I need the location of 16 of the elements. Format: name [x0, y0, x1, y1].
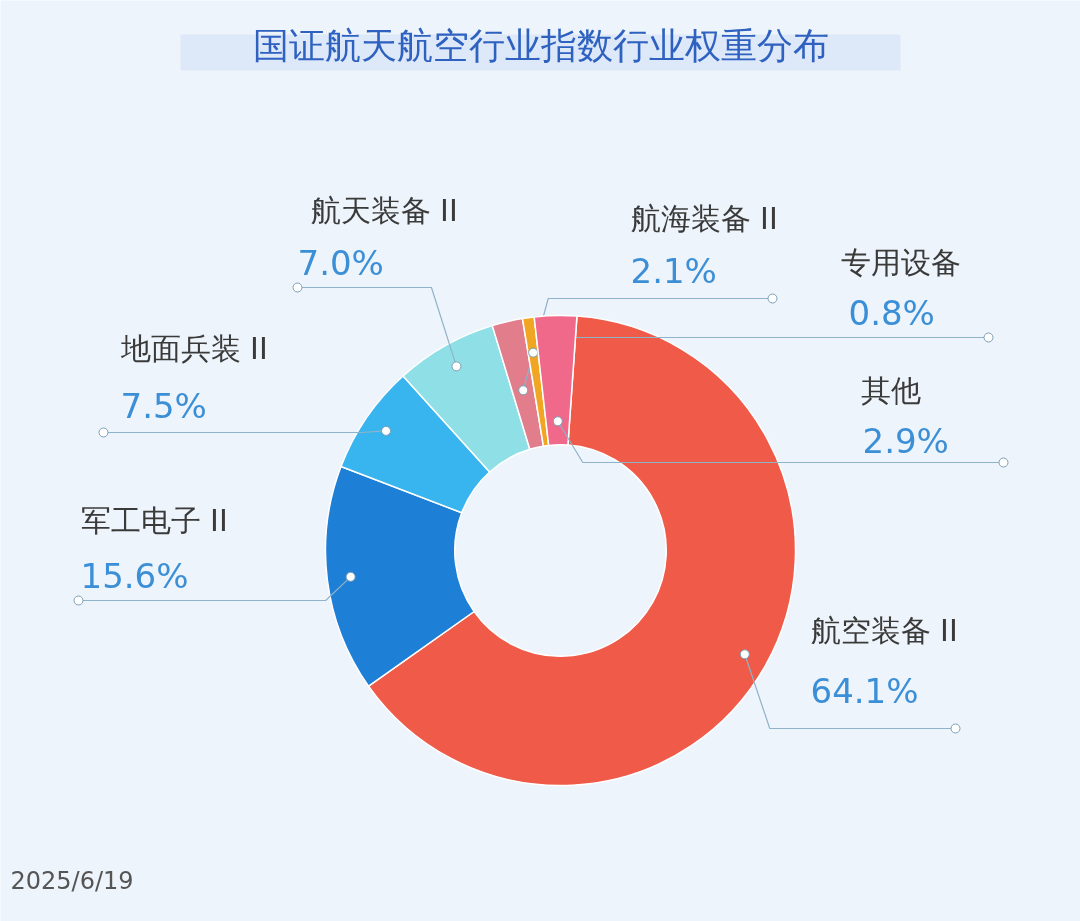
slice-label: 地面兵装 II — [119, 331, 268, 366]
text: 2025/6/19 — [10, 866, 134, 895]
slice-label: 其他 — [860, 373, 921, 408]
slice-label: 航天装备 II — [310, 193, 458, 228]
data-label: 15.6% — [80, 555, 189, 596]
data-label: 0.8% — [848, 292, 935, 333]
slice-label: 航空装备 II — [810, 613, 958, 648]
data-label: 7.0% — [297, 242, 384, 283]
data-label: 7.5% — [120, 385, 207, 426]
data-label: 64.1% — [810, 670, 919, 711]
slice-label: 专用设备 — [840, 245, 961, 280]
slice-label: 航海装备 II — [630, 201, 778, 236]
data-label: 2.1% — [630, 250, 717, 291]
data-label: 2.9% — [862, 420, 949, 461]
chart-title: 国证航天航空行业指数行业权重分布 — [252, 25, 829, 66]
slice-label: 军工电子 II — [80, 503, 228, 538]
